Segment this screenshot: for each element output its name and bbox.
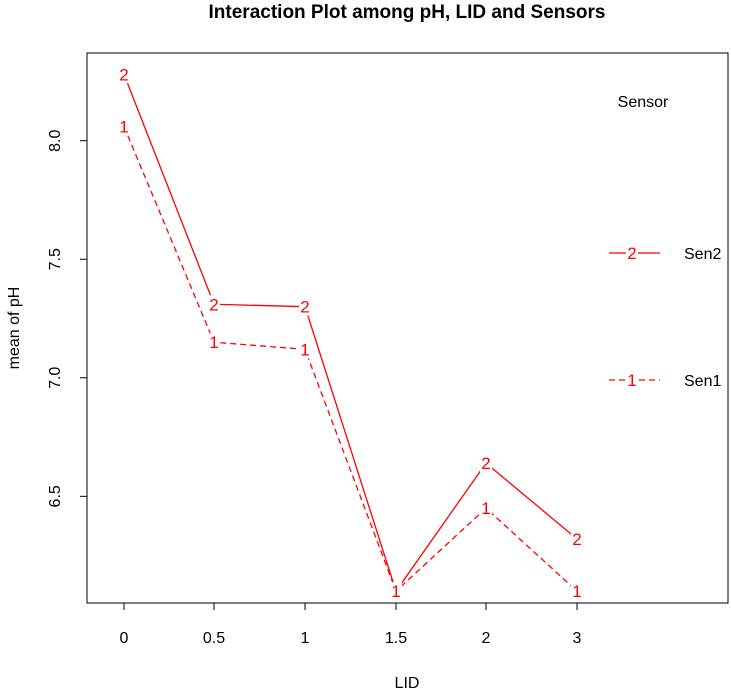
point-marker-bg [480,499,492,518]
point-sen1: 1 [481,499,490,518]
plot-frame [86,52,729,604]
x-tick-label: 0.5 [203,630,225,647]
point-sen1: 1 [209,333,218,352]
point-marker-bg [118,117,130,136]
x-tick-label: 1 [301,630,310,647]
series-line-sen1 [123,126,578,593]
point-sen1: 1 [391,582,400,601]
point-sen1: 1 [300,340,309,359]
point-marker-bg [118,65,130,84]
legend-label-sen2: Sen2 [684,246,721,263]
point-marker-bg [299,297,311,316]
point-sen2: 2 [119,65,128,84]
legend-symbol-bg [626,244,638,262]
point-marker-bg [390,582,402,601]
y-axis-label: mean of pH [6,287,23,370]
y-tick-label: 8.0 [47,129,64,151]
point-sen2: 2 [300,298,309,317]
x-tick-label: 0 [120,630,129,647]
point-marker-bg [299,340,311,359]
legend-symbol-sen2: 2 [627,244,636,263]
point-sen1: 1 [572,582,581,601]
legend: Sensor 2 Sen2 1 Sen1 [609,94,721,390]
point-sen2: 2 [209,295,218,314]
chart-title: Interaction Plot among pH, LID and Senso… [209,2,606,23]
point-sen2: 2 [572,530,581,549]
series-layer: 222222111111 [118,65,583,601]
point-marker-bg [208,295,220,314]
point-sen1: 1 [119,117,128,136]
legend-symbol-bg [626,371,638,389]
point-marker-bg [208,333,220,352]
point-marker-bg [571,529,583,548]
point-marker-bg [480,454,492,473]
x-axis: 0 0.5 1 1.5 2 3 [120,603,582,647]
x-tick-label: 2 [482,630,491,647]
y-tick-label: 6.5 [47,485,64,507]
series-line-sen2 [123,74,578,593]
point-sen2: 2 [481,454,490,473]
point-marker-bg [571,582,583,601]
legend-label-sen1: Sen1 [684,373,721,390]
y-tick-label: 7.5 [47,248,64,270]
y-tick-label: 7.0 [47,367,64,389]
x-axis-label: LID [395,675,420,691]
x-tick-label: 3 [573,630,582,647]
legend-symbol-sen1: 1 [627,371,636,390]
legend-title: Sensor [618,94,669,111]
y-axis: 6.5 7.0 7.5 8.0 [47,129,87,507]
x-tick-label: 1.5 [385,630,407,647]
